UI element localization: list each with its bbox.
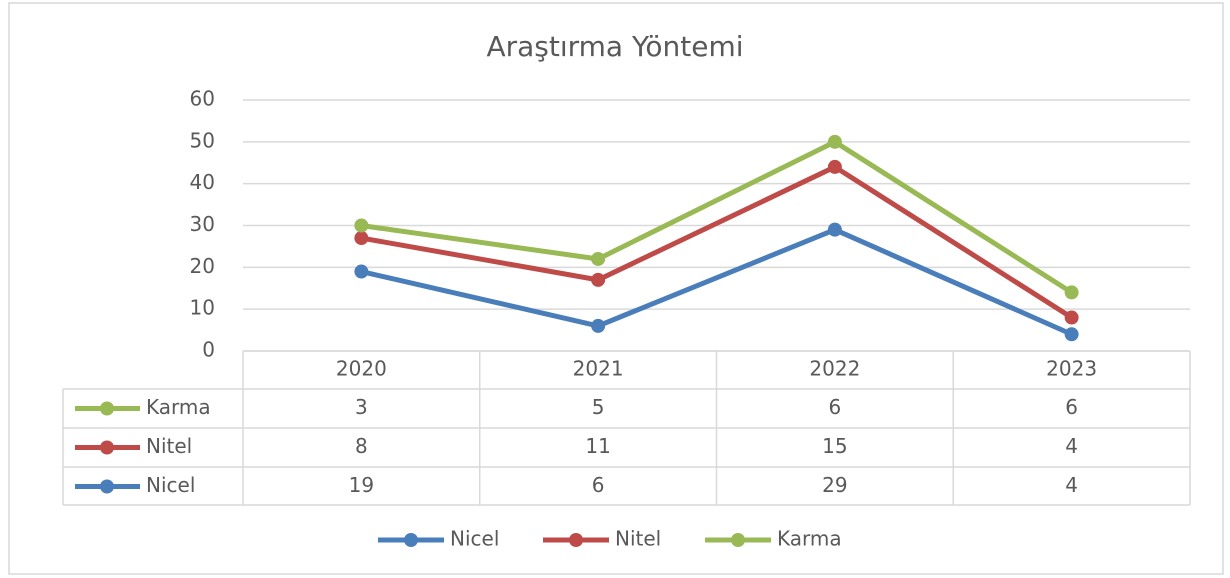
legend-key-marker [404,533,418,547]
line [360,227,1073,337]
marker [827,134,842,149]
legend-label: Nitel [615,527,661,551]
table-row-label: Nicel [146,473,195,497]
chart-title: Araştırma Yöntemi [486,30,743,63]
marker [591,272,606,287]
marker [827,159,842,174]
table-cell: 29 [822,473,847,497]
marker [1064,327,1079,342]
marker [827,222,842,237]
marker [354,218,369,233]
y-tick-label: 20 [190,254,215,278]
table-row-label: Karma [146,395,211,419]
legend-label: Nicel [450,527,499,551]
y-tick-label: 0 [202,338,215,362]
table-cell: 6 [829,395,842,419]
y-tick-label: 30 [190,212,215,236]
marker [1064,285,1079,300]
table-cell: 11 [585,434,610,458]
table-cell: 3 [355,395,368,419]
y-tick-label: 60 [190,87,215,111]
marker [591,251,606,266]
table-cell: 5 [592,395,605,419]
y-tick-label: 50 [190,128,215,152]
x-tick-label: 2022 [809,357,860,381]
table-cell: 6 [592,473,605,497]
x-tick-label: 2021 [573,357,624,381]
marker [1064,310,1079,325]
table-cell: 4 [1065,473,1078,497]
table-row-label: Nitel [146,434,192,458]
table-key-marker [100,440,114,455]
table-cell: 15 [822,434,847,458]
table-key-marker [100,401,114,416]
marker [354,231,369,246]
table-key-marker [100,479,114,494]
legend-key-marker [569,533,583,547]
legend-label: Karma [777,527,842,551]
table-cell: 4 [1065,434,1078,458]
y-tick-label: 10 [190,296,215,320]
line [361,139,1073,295]
x-tick-label: 2023 [1046,357,1097,381]
line [360,164,1073,320]
table-cell: 6 [1065,395,1078,419]
table-cell: 19 [349,473,374,497]
chart-border [8,2,1224,575]
legend-key-marker [731,533,745,547]
y-tick-label: 40 [190,170,215,194]
table-cell: 8 [355,434,368,458]
marker [591,318,606,333]
marker [354,264,369,279]
x-tick-label: 2020 [336,357,387,381]
